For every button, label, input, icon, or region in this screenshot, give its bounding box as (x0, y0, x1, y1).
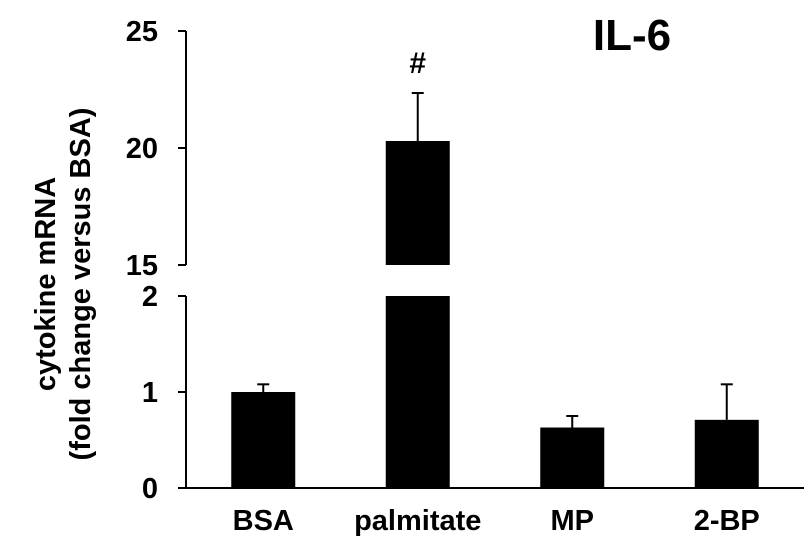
y-tick-label: 1 (142, 377, 158, 409)
bars (231, 140, 759, 488)
y-axis-label-line-1: cytokine mRNA (30, 177, 62, 391)
x-tick-label: MP (551, 505, 595, 537)
labels: 0 1 215 20 25 BSA palmitate # MP 2-BP (126, 16, 760, 537)
error-bars (257, 92, 733, 428)
x-tick-label: palmitate (354, 505, 481, 537)
bar-upper-segment (385, 140, 450, 265)
y-axis-label-line-2: (fold change versus BSA) (65, 108, 97, 461)
y-tick-label: 0 (142, 473, 158, 505)
y-tick-label: 2 (142, 281, 158, 313)
x-tick-label: 2-BP (694, 505, 760, 537)
bar (694, 419, 759, 488)
bar-lower-segment (385, 296, 450, 488)
significance-marker: # (409, 47, 426, 80)
bar (231, 392, 296, 488)
chart-title: IL-6 (593, 11, 671, 60)
x-tick-label: BSA (233, 505, 294, 537)
y-tick-label: 25 (126, 16, 158, 48)
bar (540, 427, 605, 488)
y-tick-label: 15 (126, 250, 158, 282)
y-tick-label: 20 (126, 133, 158, 165)
